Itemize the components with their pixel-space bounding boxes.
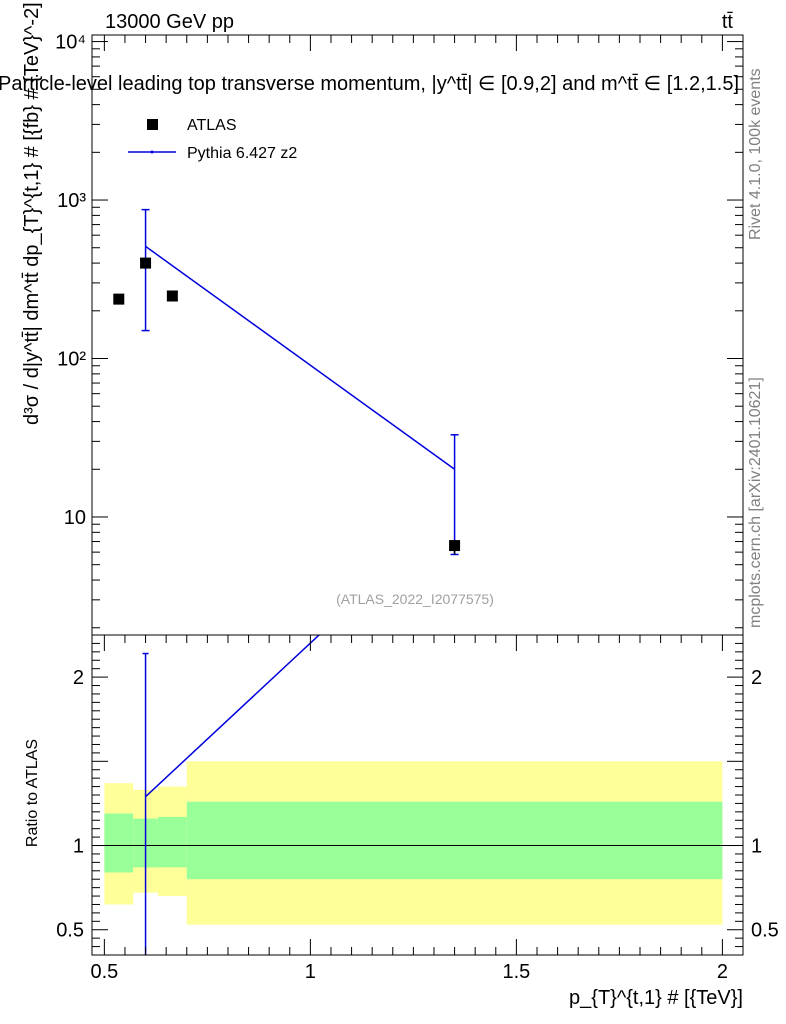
main-y-ticks — [92, 35, 744, 629]
x-tick-label: 1.5 — [502, 961, 530, 983]
y-tick-label: 10 — [64, 507, 86, 529]
y-tick-label: 1 — [751, 836, 762, 858]
x-tick-label: 2 — [717, 961, 728, 983]
y-tick-label: 10² — [57, 349, 86, 371]
legend-mc-label: Pythia 6.427 z2 — [187, 145, 297, 162]
main-y-tick-labels: 10 10² 10³ 10⁴ — [55, 32, 86, 529]
ratio-bands — [104, 761, 723, 925]
main-panel: 10 10² 10³ 10⁴ (ATLAS_2022_I2077575) ATLAS … — [21, 2, 744, 636]
ratio-panel: 0.5 0.5 1 1 2 2 0.5 1 1.5 2 Ratio to ATLAS p_{T}… — [24, 634, 779, 1009]
atlas-point — [140, 257, 152, 269]
mcplots-label: mcplots.cern.ch [arXiv:2401.10621] — [747, 377, 764, 628]
legend-mc-marker — [150, 150, 154, 154]
atlas-point — [166, 290, 178, 302]
atlas-point — [113, 293, 125, 305]
ratio-y-tick-labels: 0.5 0.5 1 1 2 2 — [56, 667, 779, 942]
legend-atlas-label: ATLAS — [187, 117, 237, 134]
y-tick-label: 2 — [751, 667, 762, 689]
mc-line — [145, 245, 456, 470]
header-left: 13000 GeV pp — [105, 11, 234, 33]
atlas-point — [449, 540, 461, 552]
main-marks — [113, 208, 461, 556]
band-inner — [157, 816, 187, 868]
y-tick-label: 0.5 — [751, 920, 779, 942]
x-tick-labels: 0.5 1 1.5 2 — [90, 961, 728, 983]
band-inner — [186, 801, 723, 880]
y-tick-label: 2 — [73, 667, 84, 689]
x-tick-label: 0.5 — [90, 961, 118, 983]
x-tick-label: 1 — [305, 961, 316, 983]
rivet-label: Rivet 4.1.0, 100k events — [747, 68, 764, 240]
main-y-axis-label: d³σ / d|y^tt̄| dm^tt̄ dp_{T}^{t,1} # [{f… — [21, 2, 43, 425]
ratio-marks — [142, 635, 321, 955]
legend-atlas-marker — [147, 119, 158, 130]
band-inner — [104, 813, 134, 873]
ratio-y-axis-label: Ratio to ATLAS — [24, 739, 41, 847]
analysis-watermark: (ATLAS_2022_I2077575) — [336, 591, 494, 607]
y-tick-label: 0.5 — [56, 920, 84, 942]
y-tick-label: 1 — [73, 836, 84, 858]
title-text: Particle-level leading top transverse mo… — [0, 73, 739, 95]
x-axis-label: p_{T}^{t,1} # [{TeV}] — [569, 987, 743, 1009]
ratio-mc-series — [142, 635, 321, 955]
ratio-mc-line — [145, 635, 321, 798]
plot-title: Particle-level leading top transverse mo… — [0, 73, 739, 95]
y-tick-label: 10⁴ — [55, 32, 86, 54]
y-tick-label: 10³ — [57, 190, 86, 212]
legend: ATLAS Pythia 6.427 z2 — [128, 117, 297, 162]
header-right: tt̄ — [722, 11, 734, 33]
ratio-ticks — [92, 634, 744, 955]
